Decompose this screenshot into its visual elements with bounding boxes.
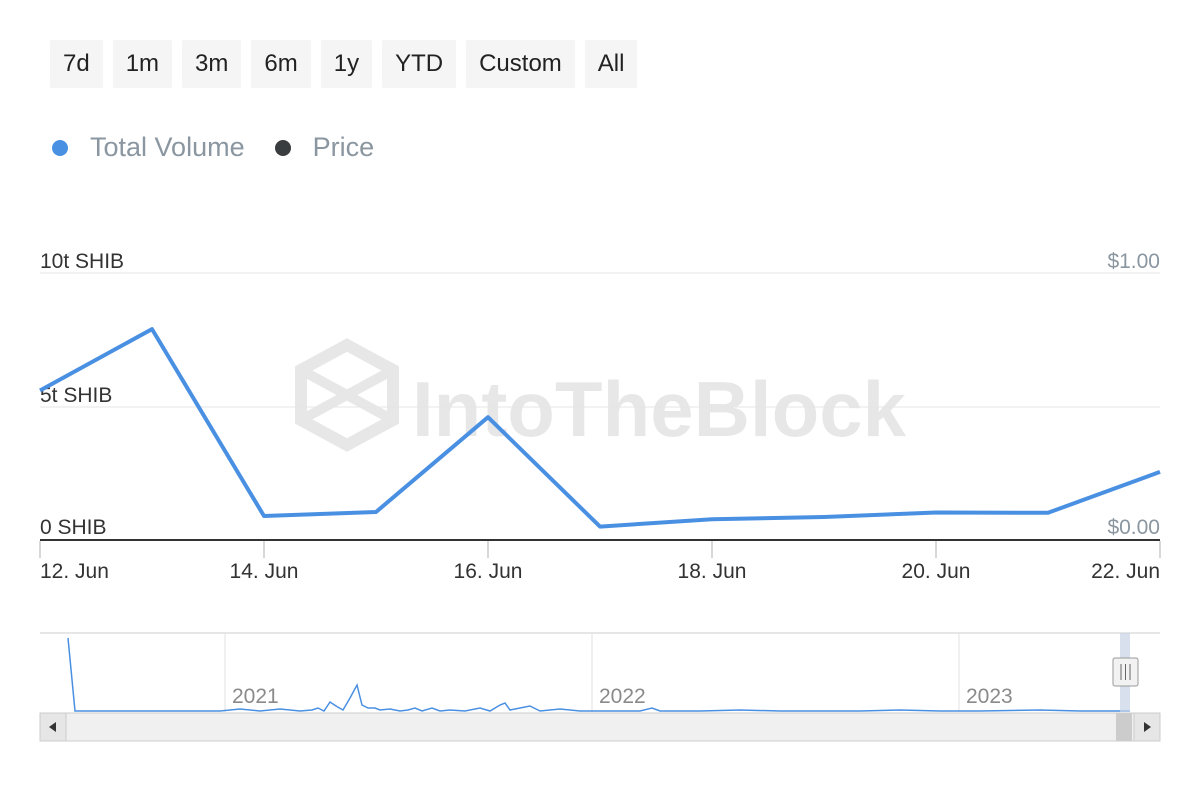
range-button-7d[interactable]: 7d <box>50 40 103 88</box>
x-tick-label-1: 14. Jun <box>230 560 299 583</box>
range-button-3m[interactable]: 3m <box>182 40 242 88</box>
x-axis-ticks: 12. Jun 14. Jun 16. Jun 18. Jun 20. Jun 22. J… <box>39 541 1161 583</box>
x-tick-label-4: 20. Jun <box>902 560 971 583</box>
y-left-tick-10t: 10t SHIB <box>40 250 124 273</box>
range-button-6m[interactable]: 6m <box>251 40 311 88</box>
x-tick-label-2: 16. Jun <box>454 560 523 583</box>
range-button-custom[interactable]: Custom <box>466 40 575 88</box>
price-dot-icon <box>274 139 291 156</box>
scrollbar-right-button[interactable] <box>1133 712 1161 742</box>
scroll-left-arrow-icon <box>49 722 56 732</box>
range-selector: 7d 1m 3m 6m 1y YTD Custom All <box>50 40 638 88</box>
y-right-tick-0: $0.00 <box>1107 516 1160 539</box>
range-button-ytd[interactable]: YTD <box>382 40 457 88</box>
navigator-year-2023: 2023 <box>966 685 1013 708</box>
navigator: 2021 2022 2023 <box>40 632 1160 712</box>
y-right-tick-1: $1.00 <box>1107 250 1160 273</box>
y-left-tick-5t: 5t SHIB <box>40 384 112 407</box>
navigator-year-2021: 2021 <box>232 685 279 708</box>
total-volume-dot-icon <box>52 139 68 156</box>
legend-item-total-volume[interactable]: Total Volume <box>52 132 245 163</box>
scrollbar-thumb[interactable] <box>1116 713 1132 741</box>
navigator-handle[interactable] <box>1112 657 1139 687</box>
scrollbar[interactable] <box>39 712 1161 742</box>
legend-label-price: Price <box>312 132 375 162</box>
scroll-right-arrow-icon <box>1144 722 1151 732</box>
range-button-all[interactable]: All <box>584 40 638 88</box>
legend-label-total-volume: Total Volume <box>90 132 245 162</box>
x-tick-label-3: 18. Jun <box>678 560 747 583</box>
navigator-series-line <box>67 637 1130 712</box>
watermark-text: IntoTheBlock <box>412 365 907 453</box>
navigator-year-2022: 2022 <box>599 685 646 708</box>
x-tick-label-0: 12. Jun <box>40 560 109 583</box>
range-button-1m[interactable]: 1m <box>112 40 173 88</box>
x-tick-label-5: 22. Jun <box>1091 560 1160 583</box>
watermark-logo-icon <box>295 338 399 452</box>
legend: Total Volume Price <box>52 132 404 163</box>
watermark: IntoTheBlock <box>295 338 907 453</box>
legend-item-price[interactable]: Price <box>274 132 375 163</box>
range-button-1y[interactable]: 1y <box>320 40 373 88</box>
series-line-total-volume <box>39 327 1161 529</box>
y-left-tick-0: 0 SHIB <box>40 516 107 539</box>
scrollbar-track[interactable] <box>39 712 1161 742</box>
